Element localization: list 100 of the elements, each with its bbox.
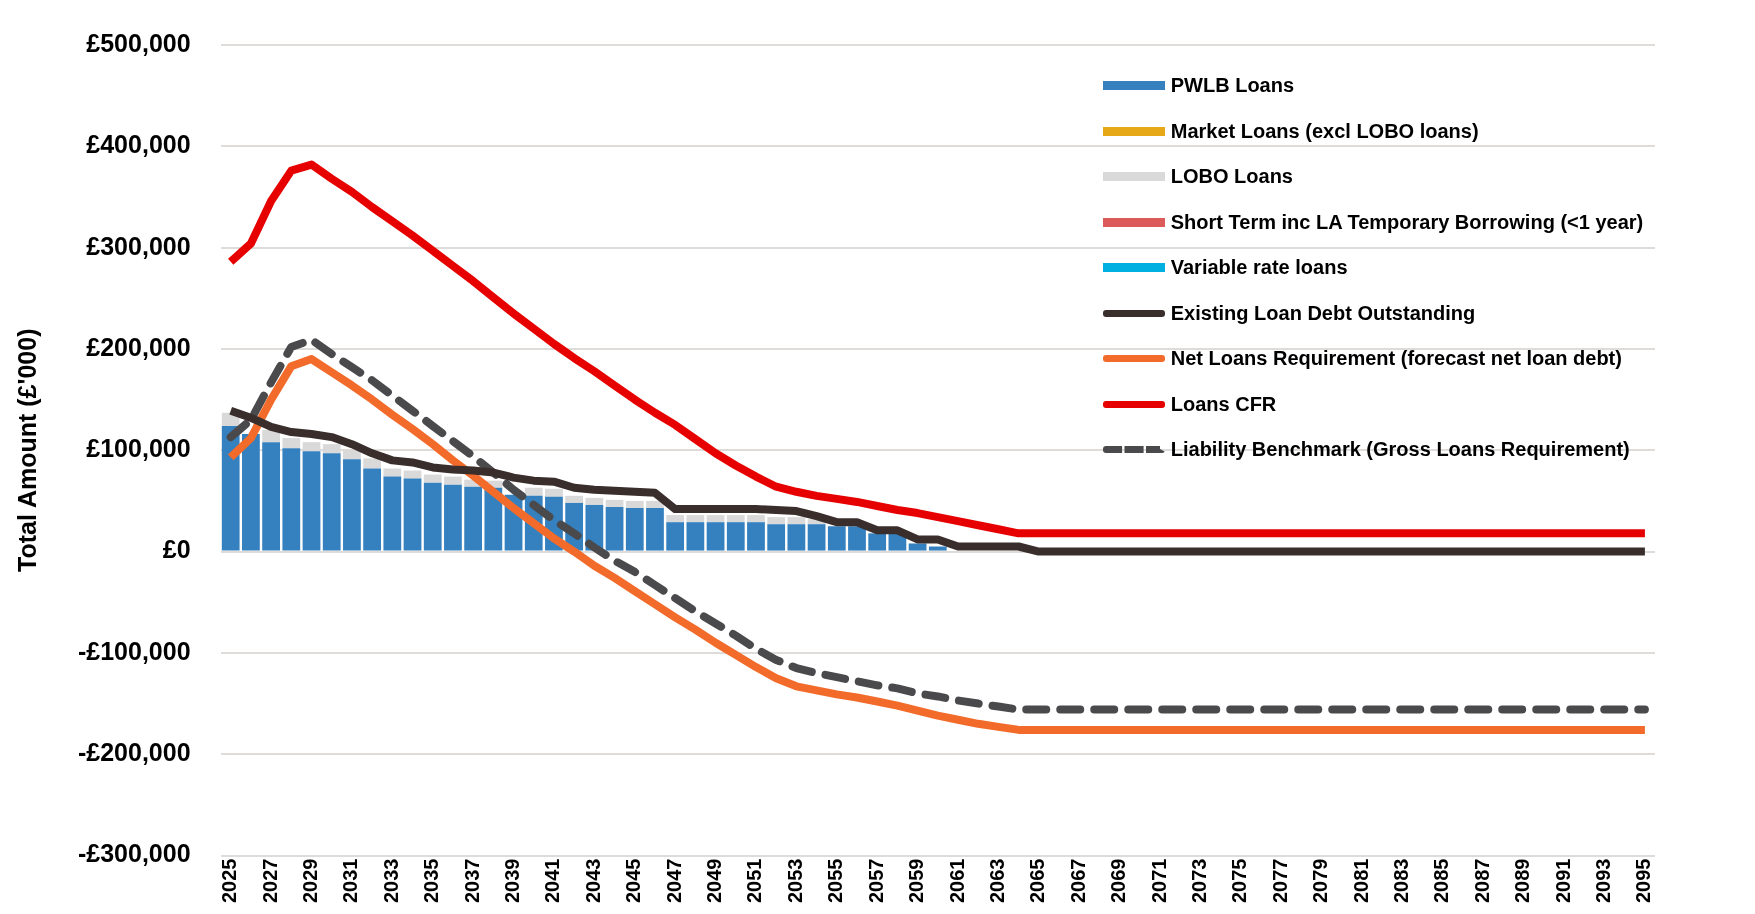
y-axis-title: Total Amount (£'000) <box>12 328 41 572</box>
bar <box>403 470 422 479</box>
x-tick-label: 2053 <box>783 858 806 904</box>
y-tick-label: £500,000 <box>86 28 191 57</box>
bar <box>464 486 483 551</box>
x-tick-label: 2063 <box>985 858 1008 904</box>
bar <box>787 524 806 551</box>
bar <box>302 451 321 551</box>
bar <box>363 458 382 469</box>
bar <box>282 448 301 551</box>
bar <box>282 438 301 449</box>
legend-label: PWLB Loans <box>1170 74 1295 98</box>
x-tick-label: 2035 <box>420 858 443 904</box>
x-tick-label: 2061 <box>945 858 968 904</box>
bar <box>423 482 442 551</box>
x-tick-label: 2079 <box>1309 858 1332 904</box>
bar <box>848 526 866 551</box>
x-tick-label: 2087 <box>1470 858 1493 904</box>
x-tick-label: 2065 <box>1026 858 1049 904</box>
y-tick-label: -£100,000 <box>77 636 191 665</box>
x-tick-label: 2043 <box>581 858 604 904</box>
bar <box>646 508 664 551</box>
legend-label: Short Term inc LA Temporary Borrowing (<1 year) <box>1170 210 1644 234</box>
x-tick-label: 2071 <box>1147 858 1170 904</box>
bar <box>585 497 604 505</box>
x-tick-label: 2031 <box>339 858 362 904</box>
legend-label: Variable rate loans <box>1170 256 1348 280</box>
y-tick-label: £200,000 <box>86 332 191 361</box>
bar <box>444 484 462 551</box>
legend-label: LOBO Loans <box>1170 165 1293 189</box>
bar <box>666 515 685 523</box>
bar <box>686 515 705 523</box>
x-tick-label: 2045 <box>622 858 645 904</box>
bar <box>545 488 563 497</box>
bar <box>787 517 806 525</box>
legend-label: Liability Benchmark (Gross Loans Requirement) <box>1170 438 1630 462</box>
x-tick-label: 2027 <box>258 858 281 904</box>
x-tick-label: 2049 <box>703 858 726 904</box>
bar <box>444 476 462 485</box>
bar <box>646 500 664 508</box>
bar <box>383 476 402 551</box>
bar <box>343 459 361 551</box>
x-tick-label: 2033 <box>379 858 402 904</box>
bar <box>242 434 260 551</box>
x-tick-label: 2089 <box>1511 858 1534 904</box>
y-tick-label: £100,000 <box>86 434 191 463</box>
bar <box>262 429 280 443</box>
legend-label: Loans CFR <box>1170 392 1277 416</box>
legend-label: Existing Loan Debt Outstanding <box>1170 301 1476 325</box>
bar <box>868 533 887 551</box>
x-tick-label: 2095 <box>1632 858 1655 904</box>
x-tick-label: 2051 <box>743 858 766 904</box>
x-tick-label: 2077 <box>1268 858 1291 904</box>
bar <box>747 515 765 523</box>
bar <box>625 508 644 551</box>
y-tick-label: -£200,000 <box>77 738 191 767</box>
y-tick-label: -£300,000 <box>77 839 191 868</box>
x-tick-label: 2091 <box>1551 858 1574 904</box>
x-tick-label: 2037 <box>460 858 483 904</box>
bar <box>383 468 402 477</box>
bar <box>726 515 745 523</box>
y-tick-label: £0 <box>162 535 191 564</box>
y-tick-label: £400,000 <box>86 130 191 159</box>
bar <box>908 543 927 551</box>
bar <box>363 468 382 551</box>
bar <box>262 442 280 551</box>
x-tick-label: 2067 <box>1066 858 1089 904</box>
x-tick-label: 2081 <box>1349 858 1372 904</box>
bar <box>625 500 644 508</box>
x-tick-label: 2039 <box>501 858 524 904</box>
bar <box>686 522 705 551</box>
x-tick-label: 2093 <box>1592 858 1615 904</box>
bar <box>747 522 765 551</box>
x-tick-label: 2025 <box>218 858 241 904</box>
bar <box>726 522 745 551</box>
bar <box>666 522 685 551</box>
bar <box>605 506 624 551</box>
x-tick-label: 2047 <box>662 858 685 904</box>
bar <box>706 515 725 523</box>
x-tick-label: 2073 <box>1187 858 1210 904</box>
x-tick-label: 2069 <box>1107 858 1130 904</box>
x-tick-label: 2075 <box>1228 858 1251 904</box>
bar <box>807 524 826 551</box>
bar <box>524 487 543 496</box>
bar <box>322 453 341 551</box>
bar <box>423 474 442 483</box>
bar <box>706 522 725 551</box>
y-tick-label: £300,000 <box>86 231 191 260</box>
bar <box>605 499 624 507</box>
bar <box>767 524 786 551</box>
legend-label: Net Loans Requirement (forecast net loan debt) <box>1170 347 1622 371</box>
x-tick-label: 2057 <box>864 858 887 904</box>
x-tick-label: 2041 <box>541 858 564 904</box>
x-tick-label: 2029 <box>299 858 322 904</box>
x-tick-label: 2083 <box>1389 858 1412 904</box>
x-tick-label: 2059 <box>905 858 928 904</box>
x-tick-label: 2055 <box>824 858 847 904</box>
bar <box>827 526 846 551</box>
bar <box>928 546 947 551</box>
legend-label: Market Loans (excl LOBO loans) <box>1170 119 1479 143</box>
